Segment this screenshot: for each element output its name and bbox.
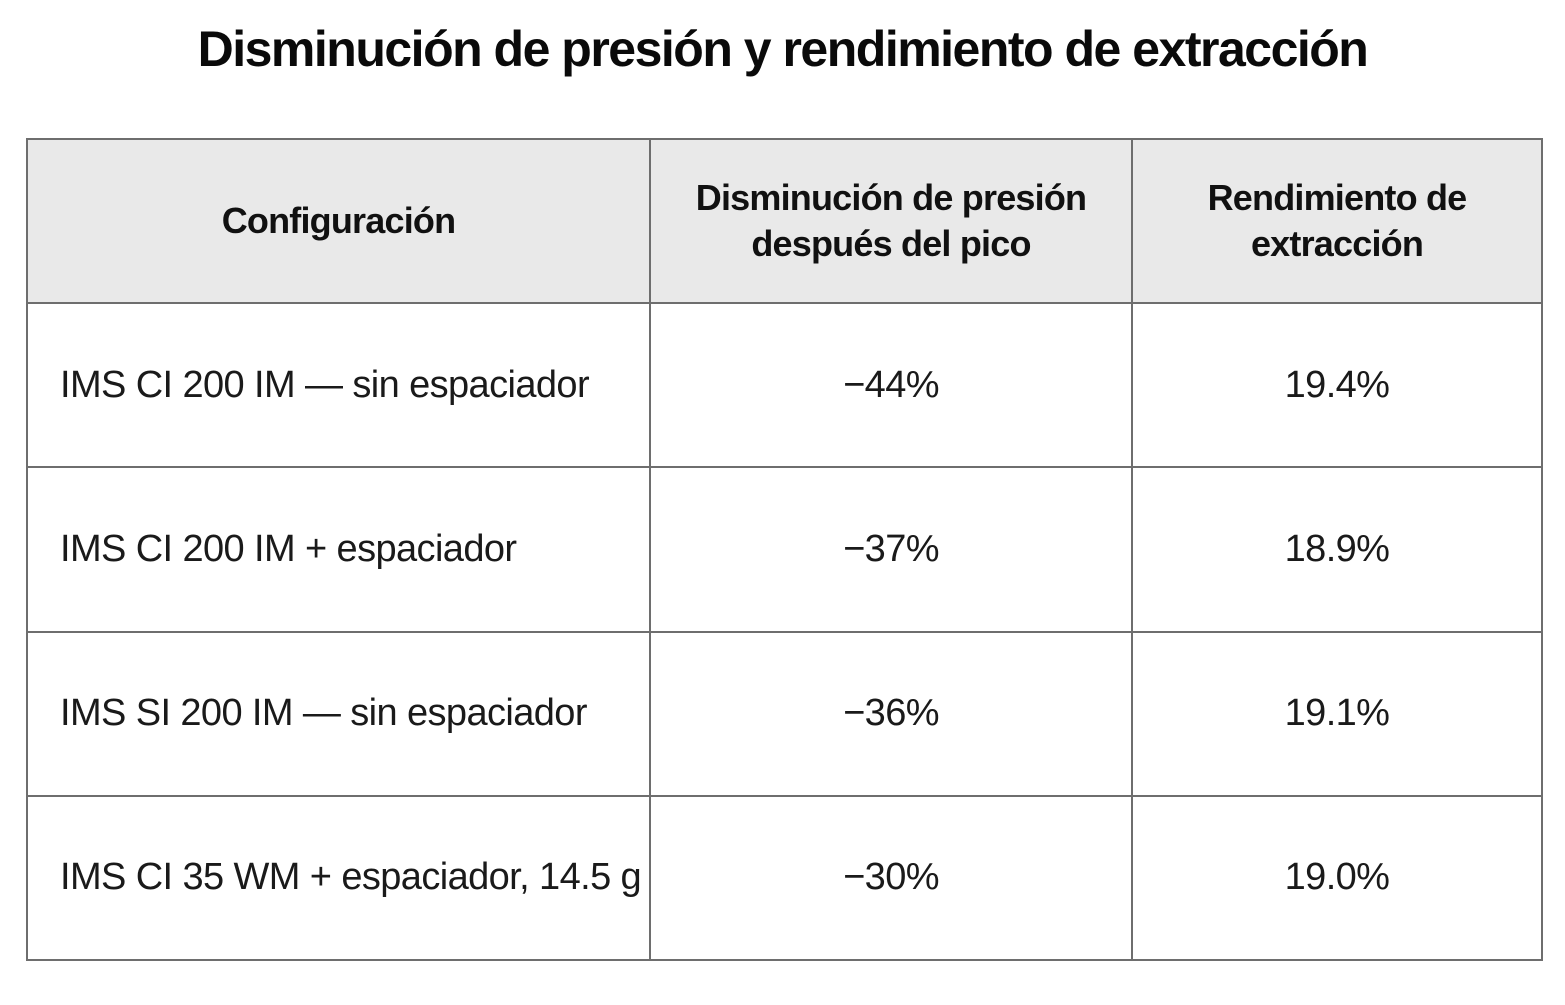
cell-rendimiento: 18.9%	[1131, 466, 1543, 633]
cell-disminucion: −30%	[649, 794, 1133, 962]
header-row: Configuración Disminución de presión des…	[26, 138, 1543, 304]
cell-configuracion: IMS SI 200 IM — sin espaciador	[26, 630, 651, 797]
table-row: IMS CI 35 WM + espaciador, 14.5 g −30% 1…	[26, 794, 1543, 962]
cell-disminucion: −36%	[649, 630, 1133, 797]
table-row: IMS SI 200 IM — sin espaciador −36% 19.1…	[26, 630, 1543, 797]
cell-configuracion: IMS CI 200 IM + espaciador	[26, 466, 651, 633]
table-row: IMS CI 200 IM + espaciador −37% 18.9%	[26, 466, 1543, 633]
cell-rendimiento: 19.1%	[1131, 630, 1543, 797]
header-configuracion: Configuración	[26, 138, 651, 304]
cell-rendimiento: 19.4%	[1131, 301, 1543, 469]
cell-disminucion: −44%	[649, 301, 1133, 469]
table-row: IMS CI 200 IM — sin espaciador −44% 19.4…	[26, 301, 1543, 469]
header-rendimiento-extraccion: Rendimiento de extracción	[1131, 138, 1543, 304]
cell-disminucion: −37%	[649, 466, 1133, 633]
table-body: IMS CI 200 IM — sin espaciador −44% 19.4…	[26, 301, 1543, 962]
table-header: Configuración Disminución de presión des…	[26, 138, 1543, 304]
header-disminucion-presion: Disminución de presión después del pico	[649, 138, 1133, 304]
cell-rendimiento: 19.0%	[1131, 794, 1543, 962]
cell-configuracion: IMS CI 200 IM — sin espaciador	[26, 301, 651, 469]
table-title: Disminución de presión y rendimiento de …	[197, 21, 1369, 77]
cell-configuracion: IMS CI 35 WM + espaciador, 14.5 g	[26, 794, 651, 962]
results-table: Configuración Disminución de presión des…	[26, 138, 1543, 962]
